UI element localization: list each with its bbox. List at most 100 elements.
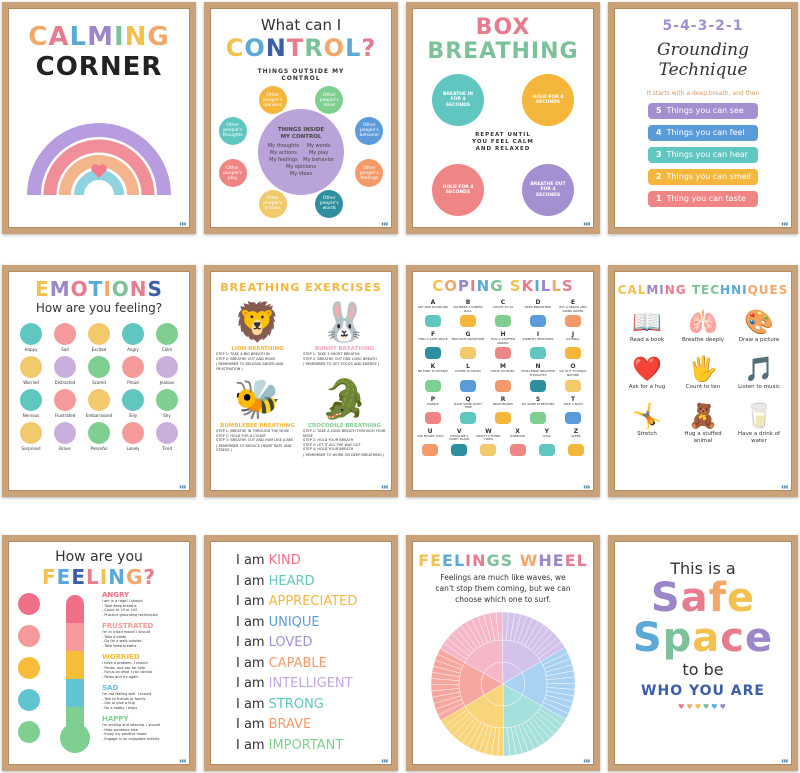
- skill-illustration-icon: [565, 379, 581, 392]
- emotion-item: Peaceful: [82, 422, 116, 451]
- emotion-label: Scared: [92, 380, 106, 385]
- level-line: I have a problem. I should: [102, 661, 148, 665]
- emotion-face-icon: [122, 323, 144, 345]
- level-name: ANGRY: [102, 591, 130, 599]
- inside-item: My feelings: [269, 157, 298, 163]
- breathing-exercise: 🐝 BUMBLEBEE BREATHING STEP 1: BREATHE IN T…: [216, 375, 299, 457]
- skill-text: CHALLENGE NEGATIVE THOUGHTS: [521, 369, 556, 377]
- poster-i-am: I am KIND I am HEARD I am APPRECIATED I am UNIQ…: [204, 535, 398, 771]
- emotion-label: Shy: [163, 413, 171, 418]
- skill-text: DEEP BREATHING: [524, 305, 552, 309]
- emotion-face-icon: [88, 356, 110, 378]
- skill-illustration-icon: [495, 315, 511, 328]
- skill-illustration-icon: [451, 443, 468, 456]
- grounding-item: 3 Things you can hear: [648, 147, 758, 163]
- affirmation-word: CAPABLE: [268, 655, 327, 671]
- heart-icon: ❤️: [632, 355, 662, 383]
- title: FEELINGS WHEEL: [418, 551, 588, 570]
- skill-letter: C: [500, 299, 506, 306]
- line1: This is a: [670, 559, 736, 578]
- skill-illustration-icon: [425, 347, 441, 360]
- level-line: - Relax and try again: [102, 674, 139, 679]
- skill-letter: V: [456, 427, 462, 435]
- music-icon: 🎵: [744, 355, 774, 383]
- skill-illustration-icon: [530, 379, 546, 392]
- brand-logo: ▮▮▮: [781, 221, 788, 226]
- emotion-item: Jealous: [150, 356, 184, 385]
- affirmation: I am STRONG: [236, 695, 392, 716]
- box-diagram: BREATHE IN FOR 4 SECONDS HOLD FOR 4 SECO…: [412, 64, 594, 224]
- skill-text: SQUEEZE A STRESS BALL: [453, 305, 483, 313]
- skill-text: VISUALIZE A HAPPY PLACE: [449, 433, 470, 442]
- exercise-step: STEP 1: TAKE 3 SHORT BREATHS: [303, 352, 360, 356]
- exercise-step: STEP 2: HOLD YOUR BREATH: [303, 438, 354, 442]
- title: CALMING TECHNIQUES: [617, 283, 789, 297]
- skill-letter: Z: [573, 427, 579, 435]
- poster-emotions: EMOTIONS How are you feeling? Happy Sad Ex…: [2, 265, 196, 497]
- skill-letter: B: [465, 299, 471, 306]
- level-line: - Go for a walk outside: [102, 639, 142, 643]
- coping-skill: P PUZZLE: [416, 396, 450, 424]
- emotion-label: Embarrassed: [85, 413, 113, 418]
- teddy-bear-icon: 🧸: [688, 402, 718, 430]
- brand-logo: ▮▮▮: [781, 758, 788, 763]
- brand-logo: ▮▮▮: [781, 484, 788, 489]
- breathing-exercise: 🐊 CROCODILE BREATHING STEP 1: TAKE A LONG …: [303, 375, 386, 457]
- poster-feelings-wheel: FEELINGS WHEEL Feelings are much like wa…: [406, 535, 600, 771]
- emotion-item: Brave: [48, 422, 82, 451]
- emotion-label: Surprised: [21, 446, 41, 451]
- technique-label: Breathe deeply: [682, 337, 724, 343]
- inside-item: My words: [306, 143, 331, 149]
- coping-skill: K BE KIND TO MYSELF: [416, 363, 450, 392]
- calming-technique: 🤸 Stretch: [620, 401, 674, 445]
- technique-label: Draw a picture: [738, 337, 780, 343]
- heart-row-icon: ♥♥♥♥♥♥: [678, 703, 728, 711]
- affirmation-prefix: I am: [236, 717, 265, 732]
- level-line: - Take a break: [102, 634, 127, 639]
- skill-text: BE KIND TO MYSELF: [417, 369, 449, 374]
- level-line: - Enjoy my positive mood: [102, 732, 147, 736]
- feeling-level: HAPPY I'm smiling and relaxing. I should -…: [102, 715, 190, 746]
- emotion-face-icon: [20, 356, 42, 378]
- skill-text: HUG A STUFFED ANIMAL: [490, 337, 516, 345]
- poster-how-are-you-feeling: How are you FEELING? ANGRY I am in a rage…: [2, 535, 196, 771]
- title-line2: CORNER: [35, 52, 163, 82]
- skill-letter: U: [427, 427, 433, 435]
- sad-face-icon: [18, 689, 40, 711]
- outside-item: Other people's words: [315, 189, 344, 218]
- emotion-item: Lonely: [116, 422, 150, 451]
- emotion-item: Tired: [150, 422, 184, 451]
- skill-letter: Y: [544, 427, 549, 435]
- bee-icon: 🐝: [233, 377, 282, 421]
- level-line: - Count to 10 or 100: [102, 608, 138, 612]
- poster-what-can-i-control: What can I CONTROL? THINGS OUTSIDE MY CO…: [204, 2, 398, 234]
- emotion-face-icon: [54, 323, 76, 345]
- emotion-label: Excited: [91, 347, 107, 352]
- level-line: I am in a rage! I should: [102, 599, 143, 603]
- emotion-face-icon: [54, 422, 76, 444]
- skill-text: ART AND DOODLING: [417, 305, 449, 309]
- skill-text: SLEEP: [571, 433, 581, 438]
- calming-technique: 🎵 Listen to music: [732, 354, 786, 391]
- affirmation-word: HEARD: [268, 573, 315, 589]
- skill-illustration-icon: [530, 347, 546, 360]
- thermometer-segment: [66, 651, 84, 679]
- outside-item: Other people's actions: [258, 189, 287, 218]
- hands-icon: 🖐: [688, 355, 718, 383]
- skill-letter: I: [536, 331, 540, 339]
- emotion-label: Sad: [61, 347, 69, 352]
- feeling-level: FRUSTRATED I'm in a bad mood! I should - T…: [102, 622, 190, 653]
- title-line2: BREATHING: [427, 39, 579, 64]
- affirmation: I am IMPORTANT: [236, 736, 392, 757]
- crocodile-icon: 🐊: [320, 377, 369, 421]
- grounding-text: Thing you can taste: [666, 194, 746, 203]
- brand-logo: ▮▮▮: [583, 758, 590, 763]
- poster-safe-space: This is a Safe Space to be WHO YOU ARE ♥…: [608, 535, 798, 771]
- coping-skill: R READ BOOKS: [486, 396, 520, 424]
- affirmation-prefix: I am: [236, 614, 265, 630]
- exercise-name: BUMBLEBEE BREATHING: [220, 423, 295, 429]
- level-line: - Pause, and ask for help: [102, 665, 146, 670]
- coping-skill: U USE FIDGET TOYS: [416, 428, 444, 456]
- quote: Feelings are much like waves, we can't s…: [435, 573, 571, 604]
- lion-icon: 🦁: [233, 300, 282, 344]
